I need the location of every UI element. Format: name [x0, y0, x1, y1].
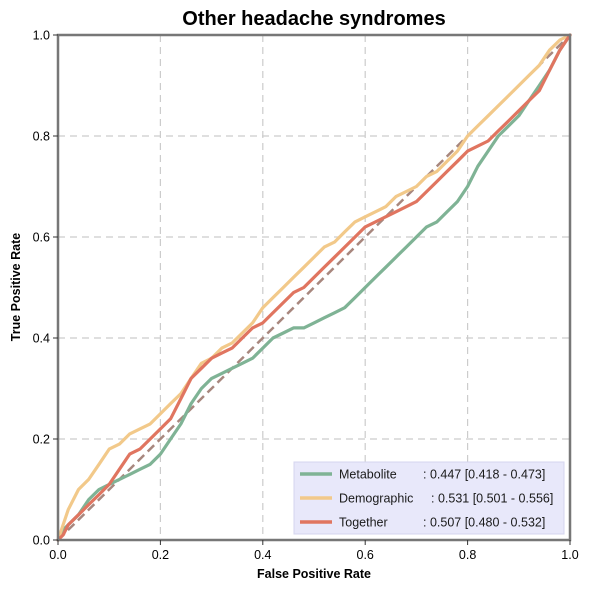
plot-frame [56, 33, 572, 542]
y-tick-label: 0.4 [33, 332, 50, 346]
chart-title: Other headache syndromes [182, 8, 445, 30]
x-axis-label: False Positive Rate [257, 567, 371, 581]
x-tick-label: 0.4 [254, 548, 271, 562]
legend-label-metabolite: Metabolite [339, 468, 397, 482]
x-tick-label: 0.6 [357, 548, 374, 562]
axis-ticks: 0.0 0.2 0.4 0.6 0.8 1.0 0.0 0.2 0.4 0.6 0.8 1.0 [33, 29, 579, 563]
y-tick-label: 0.0 [33, 534, 50, 548]
series-line-demographic [56, 33, 572, 542]
x-tick-label: 0.0 [49, 548, 66, 562]
legend-value-demographic: : 0.531 [0.501 - 0.556] [431, 492, 553, 506]
legend-label-together: Together [339, 516, 388, 530]
legend-value-together: : 0.507 [0.480 - 0.532] [423, 516, 545, 530]
x-tick-label: 0.8 [459, 548, 476, 562]
legend-label-demographic: Demographic [339, 492, 413, 506]
diagonal-reference-line [57, 34, 571, 541]
legend: Metabolite : 0.447 [0.418 - 0.473] Demogra… [293, 461, 565, 535]
y-tick-label: 0.6 [33, 231, 50, 245]
series-line-metabolite [56, 33, 572, 542]
series-line-together [56, 33, 572, 542]
legend-value-metabolite: : 0.447 [0.418 - 0.473] [423, 468, 545, 482]
series-group [56, 33, 572, 542]
y-axis-label: True Positive Rate [9, 233, 23, 341]
legend-box [293, 461, 565, 535]
y-tick-label: 0.2 [33, 433, 50, 447]
y-tick-label: 1.0 [33, 29, 50, 43]
y-tick-label: 0.8 [33, 130, 50, 144]
x-tick-label: 0.2 [152, 548, 169, 562]
x-tick-label: 1.0 [561, 548, 578, 562]
